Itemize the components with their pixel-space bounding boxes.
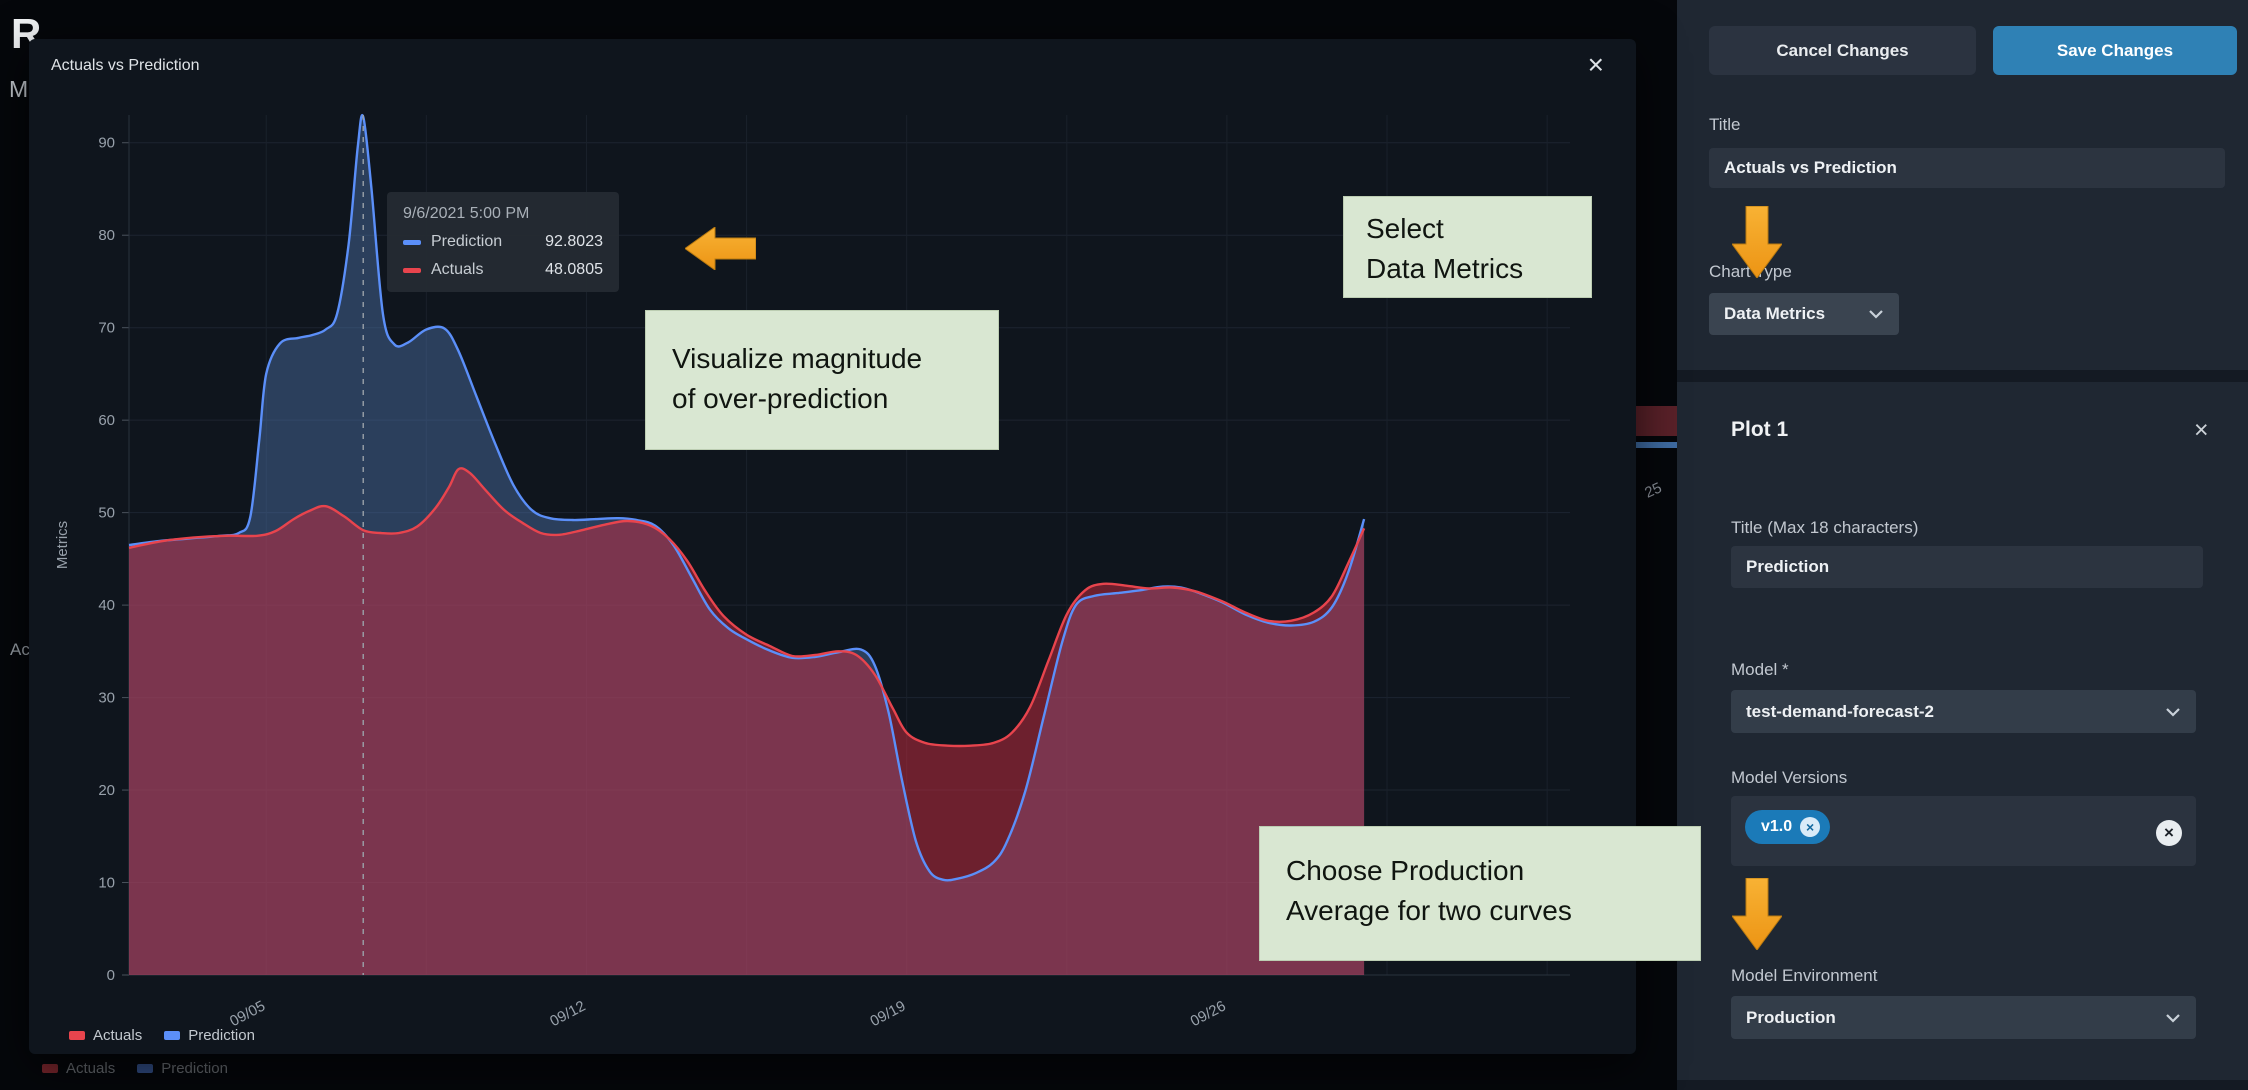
plot1-close-button[interactable]: × [2194, 416, 2209, 444]
svg-text:Metrics: Metrics [54, 521, 71, 569]
tooltip-row-prediction: Prediction 92.8023 [403, 233, 603, 251]
orange-arrow-down-icon [1732, 206, 1782, 278]
svg-text:90: 90 [98, 135, 115, 152]
cancel-changes-button[interactable]: Cancel Changes [1709, 26, 1976, 75]
chart-type-value: Data Metrics [1724, 304, 1826, 323]
prediction-swatch-icon [403, 239, 421, 245]
title-input[interactable]: Actuals vs Prediction [1709, 148, 2225, 188]
svg-text:80: 80 [98, 227, 115, 244]
edit-panel: Cancel Changes Save Changes Title Actual… [1677, 0, 2248, 1090]
page-subtitle-partial: M [9, 76, 29, 102]
annotation-line: Average for two curves [1286, 895, 1572, 926]
background-left-label-partial: Ac [10, 640, 30, 659]
background-chart-sliver-blue [1636, 442, 1677, 448]
model-dropdown[interactable]: test-demand-forecast-2 [1731, 690, 2196, 733]
model-label: Model * [1731, 660, 1789, 679]
prediction-swatch-icon [164, 1031, 181, 1040]
annotation-line: Data Metrics [1366, 253, 1524, 284]
svg-text:30: 30 [98, 690, 115, 707]
remove-version-icon[interactable]: × [1800, 817, 1821, 837]
svg-text:09/12: 09/12 [547, 998, 588, 1031]
title-field-label: Title [1709, 115, 1741, 134]
svg-text:09/26: 09/26 [1188, 998, 1229, 1031]
svg-text:60: 60 [98, 412, 115, 429]
clear-versions-icon[interactable]: × [2156, 820, 2182, 846]
plot-title-input[interactable]: Prediction [1731, 546, 2203, 588]
model-value: test-demand-forecast-2 [1746, 701, 1934, 721]
model-environment-label: Model Environment [1731, 966, 1878, 985]
plot-title-label: Title (Max 18 characters) [1731, 518, 1919, 537]
background-axis-label-partial: 25 [1642, 479, 1665, 502]
annotation-line: Visualize magnitude [672, 343, 923, 374]
version-tag-v1[interactable]: v1.0 × [1745, 810, 1831, 844]
orange-arrow-left-icon [685, 227, 756, 270]
svg-text:50: 50 [98, 505, 115, 522]
chart-type-label: Chart Type [1709, 262, 1792, 281]
model-versions-label: Model Versions [1731, 768, 1848, 787]
save-changes-button[interactable]: Save Changes [1993, 26, 2237, 75]
annotation-visualize-over-prediction: Visualize magnitude of over-prediction [645, 310, 999, 450]
svg-text:40: 40 [98, 597, 115, 614]
tooltip-prediction-label: Prediction [431, 233, 503, 250]
legend-prediction-label: Prediction [188, 1027, 255, 1044]
svg-text:09/05: 09/05 [227, 998, 268, 1031]
legend-item-actuals[interactable]: Actuals [69, 1027, 142, 1044]
annotation-line: of over-prediction [672, 383, 889, 414]
plot1-heading: Plot 1 [1731, 418, 1789, 441]
annotation-line: Choose Production [1286, 855, 1525, 886]
orange-arrow-down-icon [1732, 878, 1782, 950]
annotation-choose-production-average: Choose Production Average for two curves [1259, 826, 1701, 961]
tooltip-row-actuals: Actuals 48.0805 [403, 261, 603, 279]
background-legend-prediction: Prediction [137, 1060, 228, 1077]
legend-actuals-label: Actuals [93, 1027, 143, 1044]
background-legend-prediction-label: Prediction [161, 1060, 228, 1077]
chevron-down-icon [2166, 1013, 2180, 1023]
background-legend-actuals-label: Actuals [66, 1060, 116, 1077]
version-tag-label: v1.0 [1761, 818, 1793, 835]
panel-bottom-divider [1677, 1080, 2248, 1090]
legend-item-prediction[interactable]: Prediction [164, 1027, 255, 1044]
chevron-down-icon [1869, 310, 1883, 319]
background-legend-actuals: Actuals [42, 1060, 115, 1077]
tooltip-prediction-value: 92.8023 [545, 233, 603, 250]
svg-text:10: 10 [98, 875, 115, 892]
modal-title: Actuals vs Prediction [51, 57, 200, 74]
actuals-swatch-icon [403, 267, 421, 273]
svg-text:0: 0 [107, 967, 115, 984]
environment-value: Production [1746, 1007, 1836, 1027]
chart-legend: Actuals Prediction [69, 1027, 255, 1044]
background-legend: Actuals Prediction [42, 1060, 228, 1077]
model-versions-box[interactable]: v1.0 × × [1731, 796, 2196, 866]
chart-tooltip: 9/6/2021 5:00 PM Prediction 92.8023 Actu… [387, 192, 619, 292]
chevron-down-icon [2166, 707, 2180, 717]
environment-dropdown[interactable]: Production [1731, 996, 2196, 1039]
tooltip-actuals-value: 48.0805 [545, 261, 603, 278]
chart-type-dropdown[interactable]: Data Metrics [1709, 293, 1899, 335]
annotation-select-data-metrics: Select Data Metrics [1343, 196, 1592, 298]
annotation-line: Select [1366, 213, 1444, 244]
tooltip-actuals-label: Actuals [431, 261, 484, 278]
modal-close-button[interactable]: × [1587, 49, 1604, 80]
svg-text:70: 70 [98, 320, 115, 337]
svg-text:20: 20 [98, 782, 115, 799]
actuals-swatch-icon [69, 1031, 85, 1040]
actuals-swatch-icon [42, 1064, 58, 1073]
background-chart-sliver-red [1636, 406, 1677, 436]
panel-section-divider [1677, 370, 2248, 382]
tooltip-timestamp: 9/6/2021 5:00 PM [403, 205, 530, 222]
prediction-swatch-icon [137, 1064, 154, 1073]
svg-text:09/19: 09/19 [867, 998, 908, 1031]
